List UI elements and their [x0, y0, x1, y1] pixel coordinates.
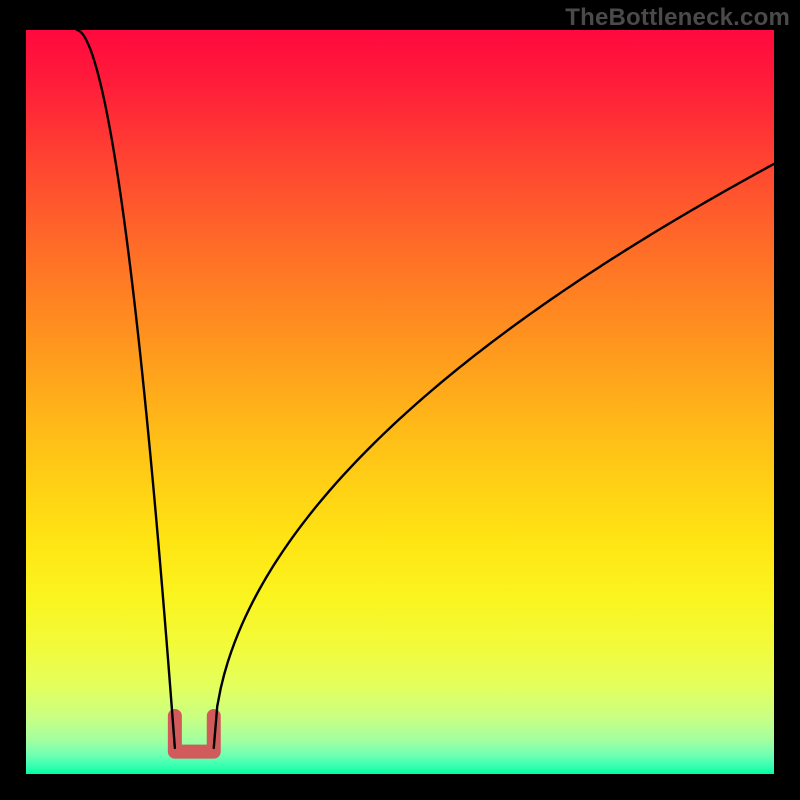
gradient-background: [26, 30, 774, 774]
watermark-text: TheBottleneck.com: [565, 4, 790, 32]
curve-svg: [26, 30, 774, 774]
plot-area: [26, 30, 774, 774]
chart-stage: TheBottleneck.com: [0, 0, 800, 800]
trough-marker: [175, 716, 214, 752]
bottleneck-curve: [77, 30, 774, 748]
